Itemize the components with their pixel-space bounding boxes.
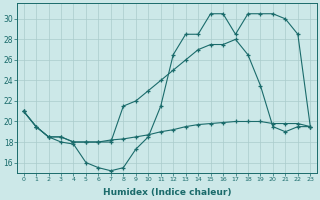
X-axis label: Humidex (Indice chaleur): Humidex (Indice chaleur) <box>103 188 231 197</box>
